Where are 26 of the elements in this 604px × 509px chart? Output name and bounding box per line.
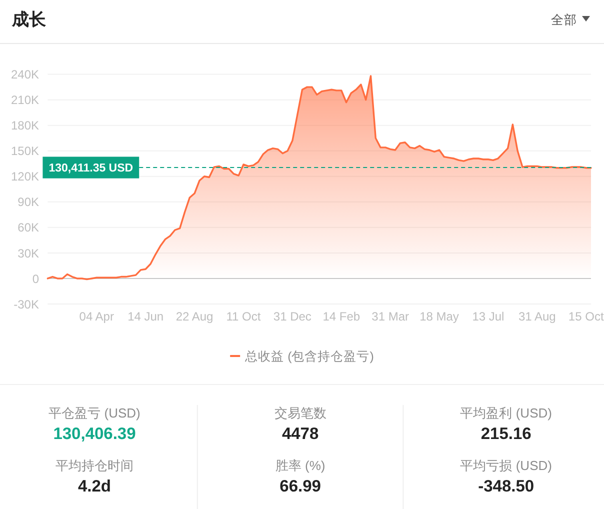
y-tick-label: 240K: [10, 68, 39, 82]
x-tick-label: 14 Feb: [322, 310, 360, 324]
x-tick-label: 31 Dec: [273, 310, 312, 324]
x-tick-label: 11 Oct: [226, 310, 262, 324]
y-tick-label: 90K: [18, 195, 39, 210]
text: 全部: [551, 13, 577, 27]
x-tick-label: 31 Aug: [518, 310, 556, 324]
y-tick-label: 150K: [10, 144, 39, 158]
y-tick-label: 60K: [18, 220, 39, 235]
y-tick-label: 0: [32, 272, 40, 286]
y-tick-label: 120K: [10, 170, 39, 184]
x-tick-label: 22 Aug: [176, 310, 214, 324]
y-tick-label: 180K: [10, 118, 39, 133]
x-tick-label: 04 Apr: [79, 310, 114, 324]
ref-line: 130,411.35 USD: [42, 156, 592, 178]
x-tick-label: 18 May: [420, 310, 459, 324]
x-tick-label: 14 Jun: [128, 310, 164, 324]
x-tick-label: 15 Oct: [568, 310, 604, 324]
ref-line-label: 130,411.35 USD: [48, 162, 134, 175]
y-tick-label: 210K: [10, 93, 39, 108]
y-tick-label: 30K: [18, 246, 39, 260]
y-tick-label: -30K: [14, 297, 39, 312]
legend: 总收益 (包含持仓盈亏): [230, 349, 374, 364]
x-tick-label: 13 Jul: [472, 310, 504, 324]
x-tick-label: 31 Mar: [372, 310, 409, 324]
chart-title: 成长: [11, 10, 47, 29]
